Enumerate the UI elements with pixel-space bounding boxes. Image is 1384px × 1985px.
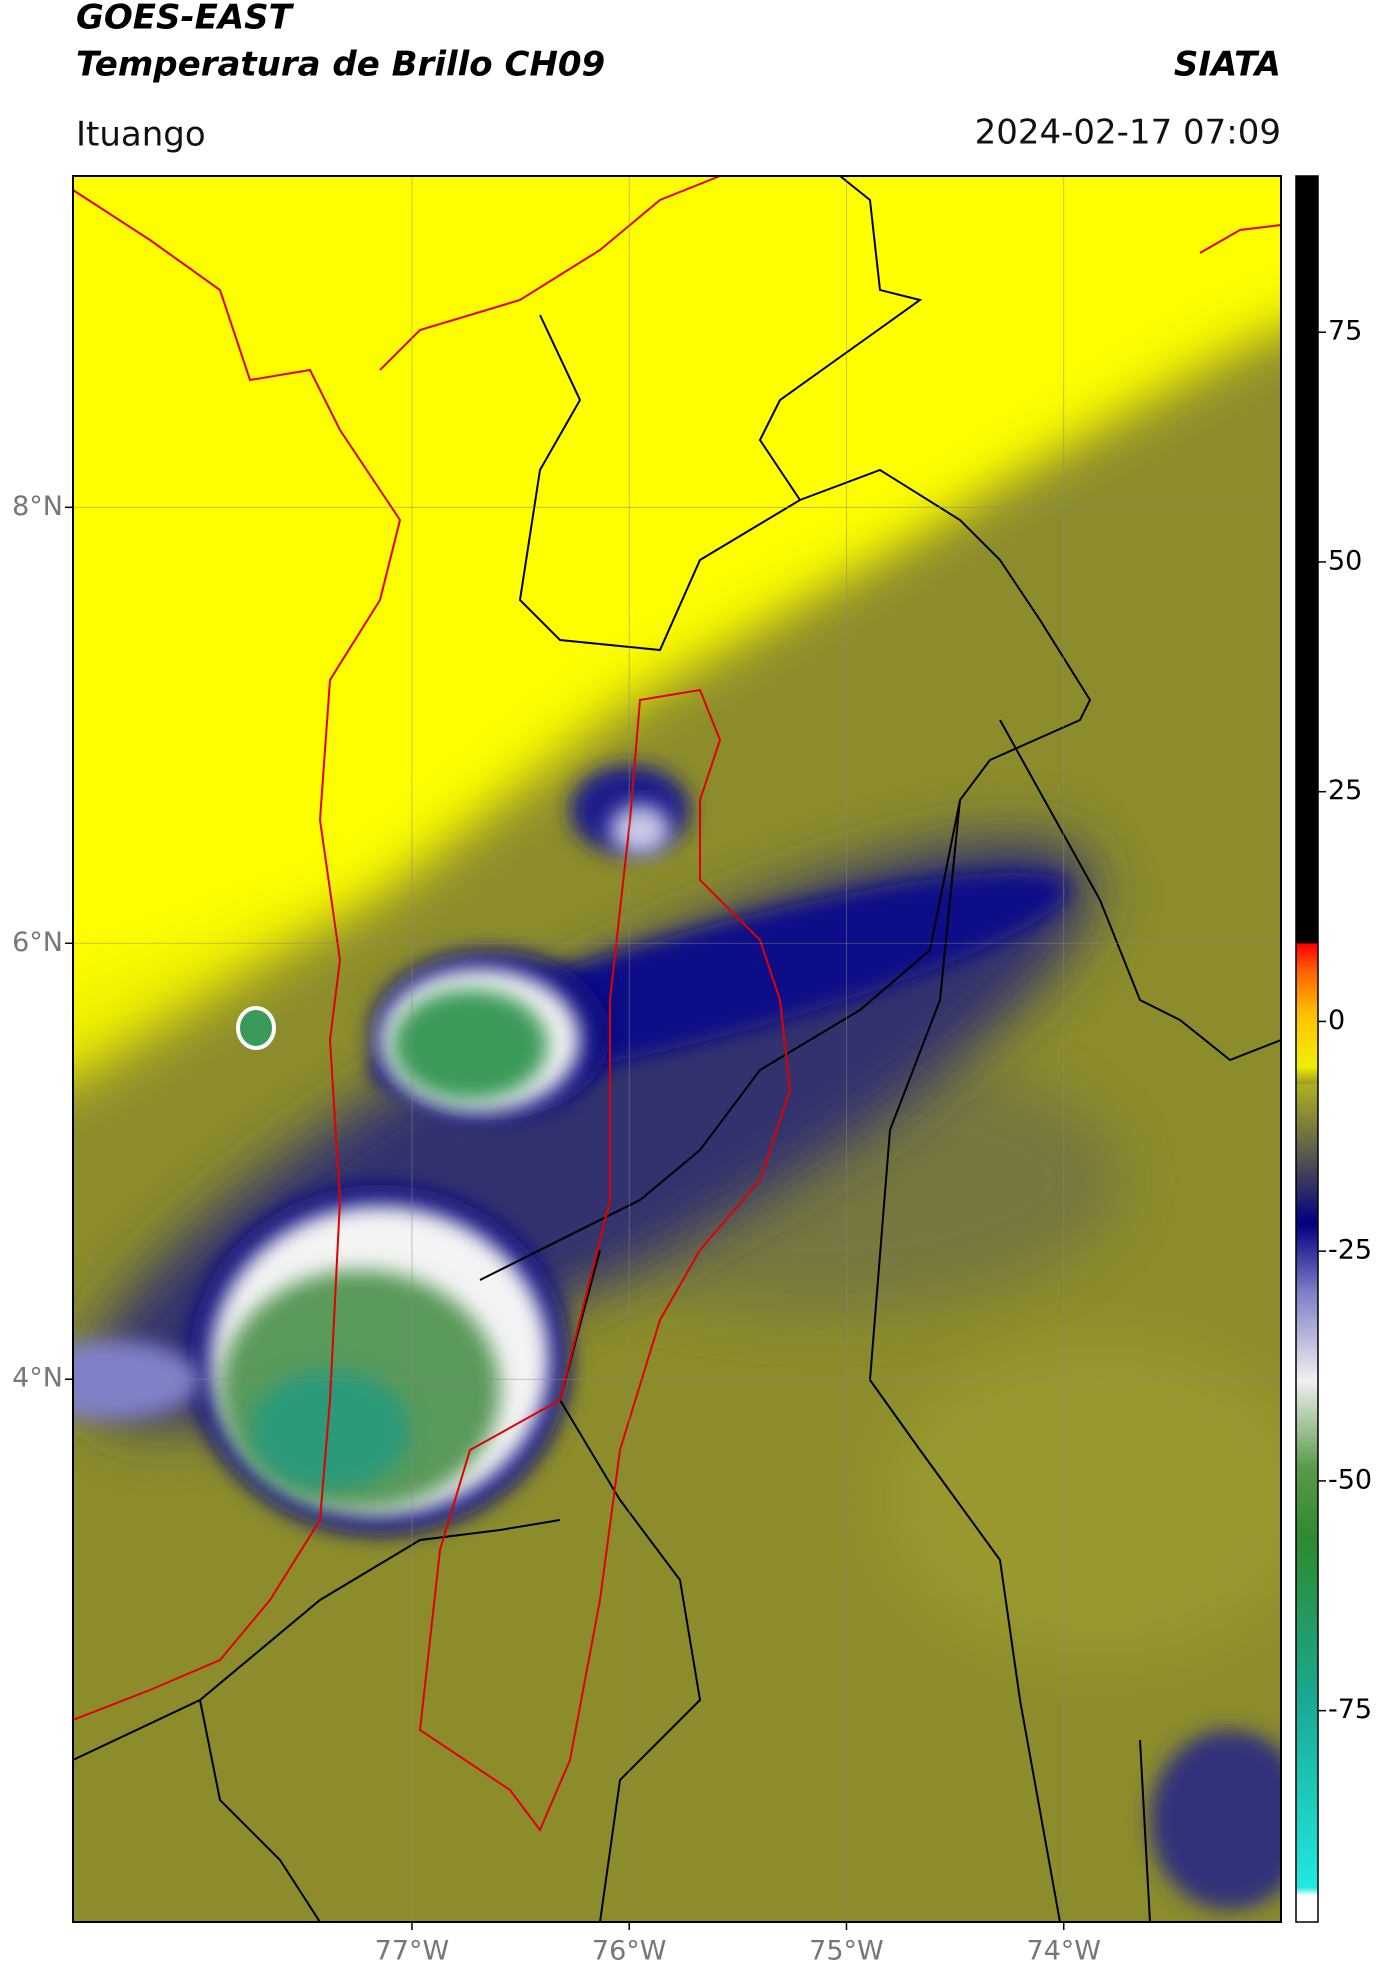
y-tick-label: 8°N bbox=[12, 491, 63, 522]
colorbar-tick-label: 25 bbox=[1328, 775, 1362, 806]
colorbar-tick-label: 0 bbox=[1328, 1005, 1345, 1036]
source: SIATA bbox=[1174, 45, 1281, 85]
colorbar bbox=[1295, 175, 1319, 1923]
x-tick-label: 76°W bbox=[592, 1936, 667, 1967]
y-tick-label: 6°N bbox=[12, 927, 63, 958]
colorbar-tick-label: -75 bbox=[1328, 1694, 1372, 1725]
map-frame bbox=[72, 175, 1282, 1923]
title: GOES-EAST bbox=[76, 0, 295, 38]
x-tick-label: 74°W bbox=[1026, 1936, 1101, 1967]
x-tick-label: 77°W bbox=[375, 1936, 450, 1967]
grid bbox=[73, 176, 1281, 1922]
x-tick-label: 75°W bbox=[809, 1936, 884, 1967]
region: Ituango bbox=[76, 115, 206, 155]
colorbar-tick-label: 75 bbox=[1328, 316, 1362, 347]
subtitle: Temperatura de Brillo CH09 bbox=[76, 45, 605, 85]
y-tick-label: 4°N bbox=[12, 1363, 63, 1394]
datetime: 2024-02-17 07:09 bbox=[975, 113, 1281, 153]
satellite-image bbox=[73, 176, 1281, 1922]
colorbar-tick-label: 50 bbox=[1328, 545, 1362, 576]
colorbar-tick-label: -50 bbox=[1328, 1464, 1372, 1495]
colorbar-tick-label: -25 bbox=[1328, 1235, 1372, 1266]
